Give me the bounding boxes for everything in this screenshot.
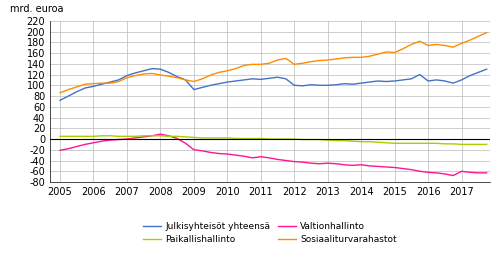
Julkisyhteisöt yhteensä <box>266 77 272 80</box>
Julkisyhteisöt yhteensä <box>484 68 490 71</box>
Line: Sosiaaliturvarahastot: Sosiaaliturvarahastot <box>60 32 486 93</box>
Julkisyhteisöt yhteensä <box>149 67 155 70</box>
Paikallishallinto <box>216 136 222 140</box>
Valtionhallinto <box>158 133 164 136</box>
Paikallishallinto <box>458 143 464 146</box>
Valtionhallinto <box>90 141 96 144</box>
Julkisyhteisöt yhteensä <box>57 99 63 102</box>
Text: mrd. euroa: mrd. euroa <box>10 4 64 14</box>
Paikallishallinto <box>57 135 63 138</box>
Sosiaaliturvarahastot <box>258 63 264 66</box>
Paikallishallinto <box>342 139 347 142</box>
Valtionhallinto <box>266 156 272 159</box>
Sosiaaliturvarahastot <box>484 31 490 34</box>
Sosiaaliturvarahastot <box>57 91 63 94</box>
Valtionhallinto <box>292 160 298 163</box>
Line: Julkisyhteisöt yhteensä: Julkisyhteisöt yhteensä <box>60 69 486 100</box>
Valtionhallinto <box>324 162 330 165</box>
Julkisyhteisöt yhteensä <box>90 85 96 88</box>
Paikallishallinto <box>266 138 272 141</box>
Sosiaaliturvarahastot <box>450 46 456 49</box>
Valtionhallinto <box>342 163 347 166</box>
Paikallishallinto <box>90 135 96 138</box>
Paikallishallinto <box>484 143 490 146</box>
Paikallishallinto <box>324 139 330 142</box>
Valtionhallinto <box>484 171 490 174</box>
Line: Paikallishallinto: Paikallishallinto <box>60 136 486 144</box>
Sosiaaliturvarahastot <box>90 82 96 85</box>
Valtionhallinto <box>57 149 63 152</box>
Julkisyhteisöt yhteensä <box>458 78 464 81</box>
Legend: Julkisyhteisöt yhteensä, Paikallishallinto, Valtionhallinto, Sosiaaliturvarahast: Julkisyhteisöt yhteensä, Paikallishallin… <box>143 222 397 244</box>
Paikallishallinto <box>99 134 105 137</box>
Valtionhallinto <box>216 152 222 155</box>
Sosiaaliturvarahastot <box>333 57 339 61</box>
Line: Valtionhallinto: Valtionhallinto <box>60 134 486 176</box>
Sosiaaliturvarahastot <box>208 74 214 77</box>
Julkisyhteisöt yhteensä <box>342 82 347 85</box>
Julkisyhteisöt yhteensä <box>324 84 330 87</box>
Paikallishallinto <box>292 138 298 141</box>
Valtionhallinto <box>450 174 456 177</box>
Sosiaaliturvarahastot <box>316 59 322 62</box>
Julkisyhteisöt yhteensä <box>216 82 222 85</box>
